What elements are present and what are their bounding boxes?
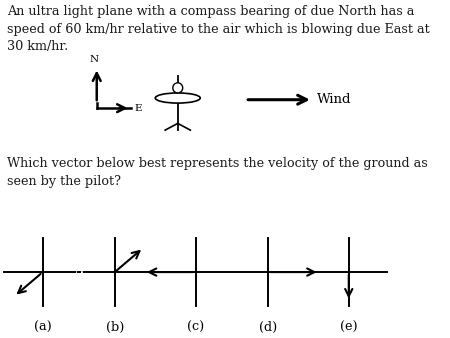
Text: E: E: [134, 104, 142, 113]
Text: (c): (c): [187, 321, 204, 334]
Text: N: N: [90, 55, 99, 64]
Text: Wind: Wind: [317, 93, 352, 106]
Text: Which vector below best represents the velocity of the ground as
seen by the pil: Which vector below best represents the v…: [7, 157, 428, 188]
Text: (a): (a): [34, 321, 52, 334]
Text: (b): (b): [106, 321, 124, 334]
Text: An ultra light plane with a compass bearing of due North has a
speed of 60 km/hr: An ultra light plane with a compass bear…: [7, 5, 429, 53]
Text: (d): (d): [259, 321, 277, 334]
Text: (e): (e): [340, 321, 358, 334]
Ellipse shape: [155, 93, 200, 103]
Ellipse shape: [173, 83, 183, 93]
